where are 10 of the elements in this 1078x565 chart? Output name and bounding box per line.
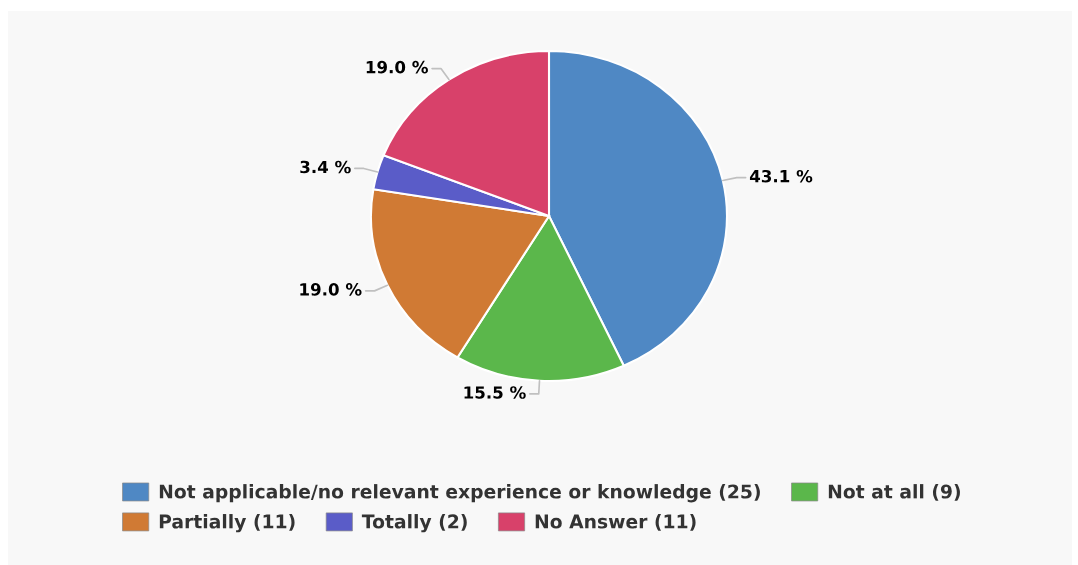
data-label: 19.0 % [366,60,428,74]
data-label: 19.0 % [300,283,362,296]
data-label: 43.1 % [749,169,813,183]
data-label: 3.4 % [300,160,351,174]
data-label: 15.5 % [464,386,526,399]
legend-label: Not at all (9) [828,484,960,501]
legend-label: Partially (11) [159,514,295,533]
legend-label: No Answer (11) [535,514,696,531]
legend-label: Not applicable/no relevant experience or knowledge (25) [159,484,760,503]
legend-label: Totally (2) [361,514,467,533]
